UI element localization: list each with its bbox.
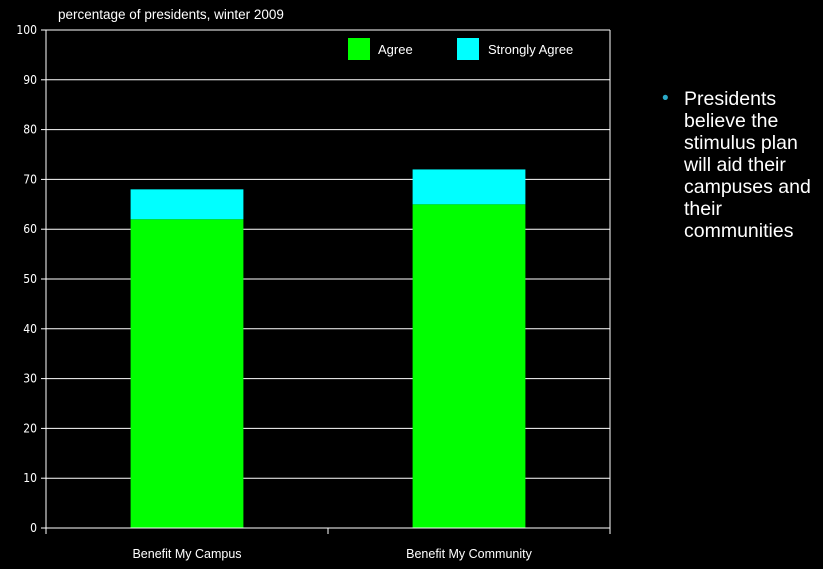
y-tick-label: 50	[23, 272, 37, 286]
bullet-point: • Presidents believe the stimulus plan w…	[662, 88, 823, 242]
axes	[41, 29, 611, 534]
y-tick-label: 90	[23, 73, 37, 87]
y-tick-label: 70	[23, 172, 37, 186]
y-axis-title: percentage of presidents, winter 2009	[58, 7, 284, 22]
bars	[130, 169, 526, 529]
legend-label: Strongly Agree	[488, 42, 573, 57]
bullet-text: Presidents believe the stimulus plan wil…	[684, 88, 811, 242]
labels: 0 10 20 30 40 50 60 70 80 90 100 Benefit My Campus B…	[16, 23, 532, 561]
legend-swatch	[348, 38, 370, 60]
y-tick-label: 10	[23, 471, 37, 485]
y-tick-label: 80	[23, 123, 37, 137]
bar-agree	[130, 219, 244, 529]
y-tick-label: 20	[23, 421, 37, 435]
bar-strongly-agree	[412, 169, 526, 205]
y-tick-label: 30	[23, 372, 37, 386]
y-tick-label: 0	[30, 521, 37, 535]
legend-swatch	[457, 38, 479, 60]
x-category-label: Benefit My Campus	[132, 547, 241, 561]
y-tick-label: 40	[23, 322, 37, 336]
stacked-bar-chart: 0 10 20 30 40 50 60 70 80 90 100 Benefit My Campus B…	[16, 7, 611, 561]
x-category-label: Benefit My Community	[406, 547, 532, 561]
bullet-dot-icon: •	[662, 88, 669, 109]
legend-label: Agree	[378, 42, 413, 57]
bar-agree	[412, 204, 526, 529]
bar-strongly-agree	[130, 189, 244, 220]
legend: Agree Strongly Agree	[348, 38, 573, 60]
y-tick-label: 60	[23, 222, 37, 236]
y-tick-label: 100	[16, 23, 37, 37]
